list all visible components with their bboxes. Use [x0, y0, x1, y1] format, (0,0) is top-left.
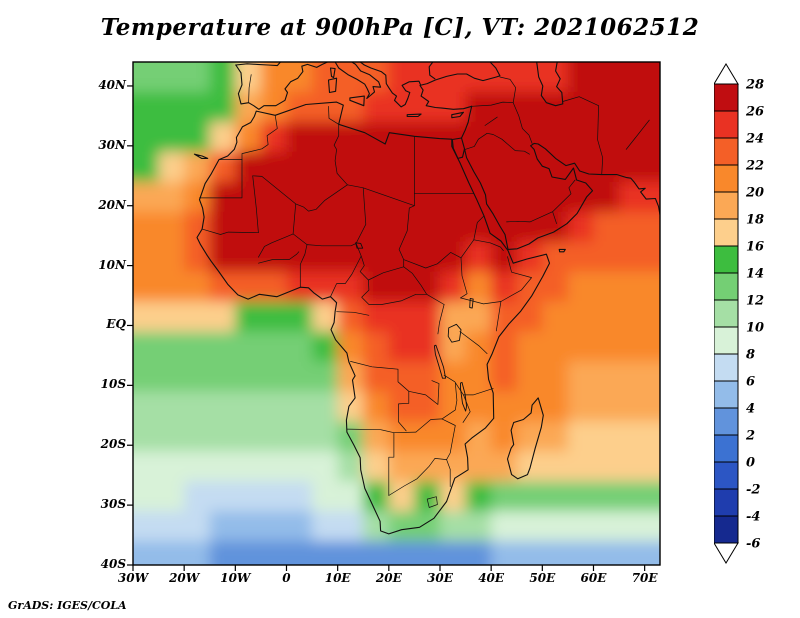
colorbar-label: 14 — [746, 267, 764, 282]
colorbar-label: 24 — [745, 132, 764, 147]
axis-ticks — [127, 85, 646, 571]
x-tick-label: 30E — [427, 571, 453, 585]
x-tick-label: 10W — [220, 571, 251, 585]
colorbar-band — [713, 488, 739, 517]
colorbar-label: 20 — [745, 186, 764, 201]
y-tick-label: 30S — [100, 497, 126, 512]
colorbar-label: -2 — [746, 483, 760, 498]
colorbar-band — [713, 191, 739, 220]
colorbar-band — [713, 137, 739, 166]
colorbar-band — [713, 461, 739, 490]
colorbar-band — [713, 110, 739, 139]
colorbar-area: 28 26 24 22 20 18 16 14 12 10 8 6 4 2 0 -2 -4 -6 — [713, 60, 800, 584]
colorbar-band — [713, 380, 739, 409]
y-tick-label: 10S — [100, 377, 126, 392]
colorbar-label: 18 — [746, 213, 764, 228]
map-frame — [132, 61, 661, 566]
y-tick-label: EQ — [106, 317, 126, 332]
colorbar-band — [713, 515, 739, 544]
colorbar-label: 6 — [746, 375, 755, 390]
colorbar-band — [713, 272, 739, 301]
colorbar-band — [713, 407, 739, 436]
y-tick-label: 20N — [98, 197, 126, 212]
map-area — [127, 61, 661, 571]
colorbar-band — [713, 299, 739, 328]
x-tick-label: 40E — [478, 571, 505, 585]
colorbar-band — [713, 218, 739, 247]
plot-title: Temperature at 900hPa [C], VT: 202106251… — [100, 14, 700, 41]
colorbar-top-arrow — [713, 63, 739, 85]
x-tick-label: 0 — [282, 571, 291, 585]
colorbar-label: 28 — [745, 78, 764, 93]
x-tick-label: 70E — [631, 571, 658, 585]
y-tick-label: 20S — [100, 437, 126, 452]
colorbar-label: 8 — [746, 348, 755, 363]
colorbar-label: 16 — [746, 240, 764, 255]
colorbar-label: -6 — [746, 537, 760, 552]
colorbar-band — [713, 434, 739, 463]
x-tick-label: 50E — [529, 571, 556, 585]
coastlines-and-borders — [193, 62, 660, 535]
temperature-map — [127, 61, 661, 571]
colorbar-label: 10 — [746, 321, 764, 336]
x-tick-label: 30W — [117, 571, 149, 585]
colorbar-bottom-arrow — [713, 542, 739, 564]
colorbar-label: 22 — [745, 159, 764, 174]
y-tick-label: 40S — [100, 557, 126, 571]
y-tick-label: 30N — [98, 137, 126, 152]
colorbar-label: 4 — [746, 402, 755, 417]
x-tick-label: 60E — [580, 571, 607, 585]
colorbar-label: 0 — [746, 456, 755, 471]
colorbar-band — [713, 326, 739, 355]
attribution: GrADS: IGES/COLA — [8, 599, 127, 612]
y-tick-label: 40N — [98, 77, 126, 92]
colorbar-band — [713, 164, 739, 193]
colorbar-label: -4 — [746, 510, 760, 525]
x-tick-label: 10E — [324, 571, 351, 585]
y-tick-label: 10N — [98, 257, 126, 272]
colorbar-label: 2 — [745, 429, 755, 444]
colorbar-band — [713, 353, 739, 382]
colorbar-band — [713, 83, 739, 112]
x-tick-label: 20E — [375, 571, 402, 585]
temperature-field — [133, 62, 660, 565]
colorbar-label: 26 — [745, 105, 764, 120]
colorbar-band — [713, 245, 739, 274]
x-tick-label: 20W — [169, 571, 200, 585]
colorbar-label: 12 — [746, 294, 764, 309]
